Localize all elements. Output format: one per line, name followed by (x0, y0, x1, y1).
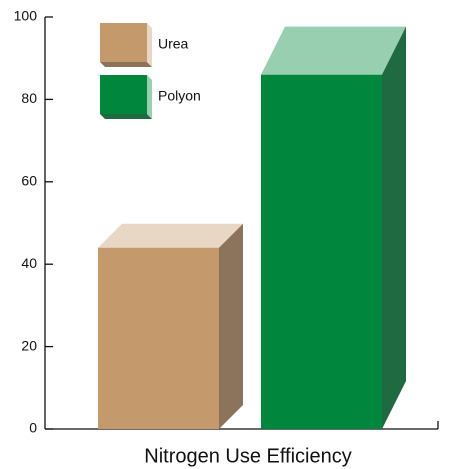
y-tick-label: 20 (21, 337, 37, 353)
legend-swatch-edge (147, 75, 152, 119)
legend-swatch (100, 75, 147, 114)
bar (98, 247, 219, 429)
y-tick-label: 0 (29, 420, 37, 436)
legend-swatch-side (100, 114, 152, 119)
bar (261, 74, 382, 430)
y-tick-label: 40 (21, 255, 37, 271)
legend-swatch-edge (147, 23, 152, 67)
bar-top (98, 223, 243, 248)
legend-swatch-side (100, 62, 152, 67)
y-tick-label: 100 (14, 8, 38, 24)
y-tick-label: 80 (21, 90, 37, 106)
legend-swatch (100, 23, 147, 62)
bar-side (382, 26, 406, 430)
legend-label: Polyon (158, 88, 201, 104)
x-axis-label: Nitrogen Use Efficiency (144, 445, 352, 467)
y-tick-label: 60 (21, 173, 37, 189)
legend-label: Urea (158, 36, 189, 52)
bar-side (219, 223, 243, 429)
bar-top (261, 26, 406, 75)
